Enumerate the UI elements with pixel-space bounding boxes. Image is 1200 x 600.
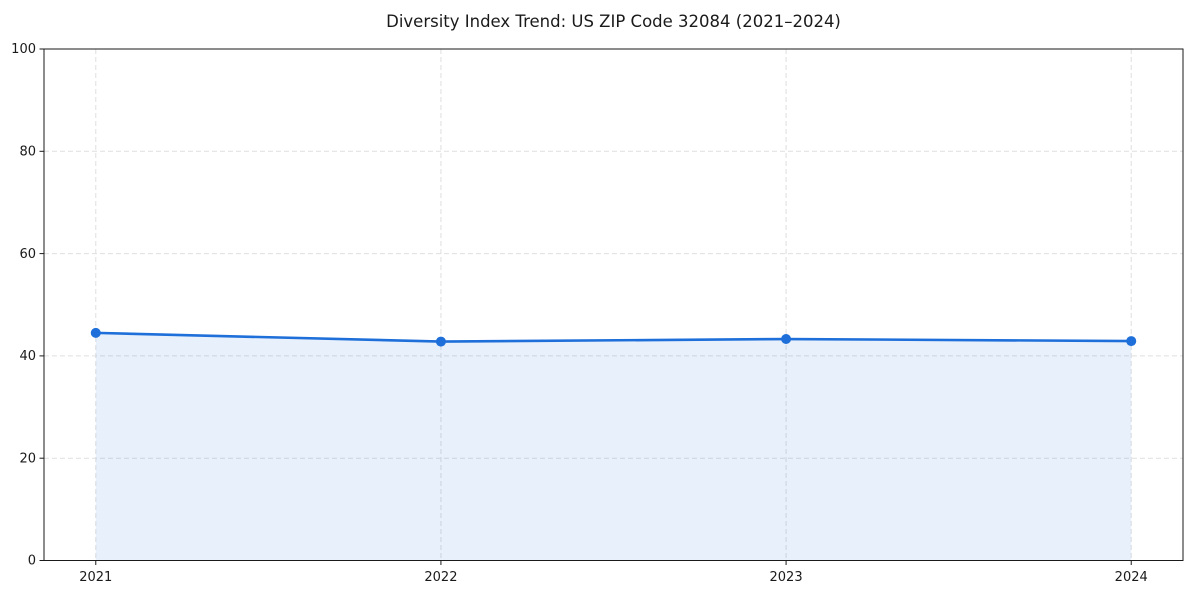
y-tick-label: 100: [11, 42, 36, 57]
area-fill: [95, 332, 1132, 561]
data-point-2023: [781, 334, 792, 345]
x-tick-label: 2022: [424, 570, 457, 585]
x-tick-label: 2024: [1115, 570, 1148, 585]
y-tick-label: 60: [19, 247, 36, 262]
data-point-2022: [435, 336, 446, 347]
x-tick-label: 2021: [79, 570, 112, 585]
data-point-2021: [90, 327, 101, 338]
data-point-2024: [1126, 336, 1137, 347]
x-tick-label: 2023: [770, 570, 803, 585]
y-tick-label: 20: [19, 451, 36, 466]
chart-title: Diversity Index Trend: US ZIP Code 32084…: [386, 12, 841, 31]
trend-line: [94, 331, 1133, 343]
plot-border: [43, 48, 1184, 561]
y-tick-label: 0: [28, 554, 36, 569]
y-tick-label: 40: [19, 349, 36, 364]
y-tick-label: 80: [19, 144, 36, 159]
